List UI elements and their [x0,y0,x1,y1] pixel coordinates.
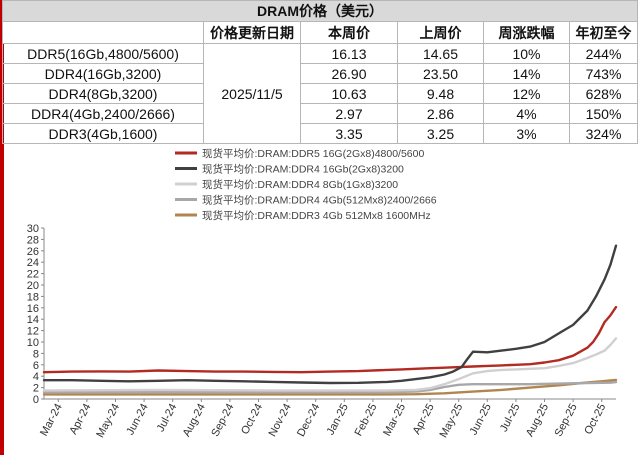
header-product [2,21,204,44]
cell-last-week: 2.86 [397,103,484,124]
x-tick-label: Oct-25 [582,402,608,437]
x-tick-label: Mar-24 [38,402,65,438]
x-tick-label: Aug-25 [524,402,551,439]
x-tick-label: Mar-25 [381,402,408,438]
cell-product: DDR4(8Gb,3200) [2,83,204,104]
x-tick-label: Aug-24 [181,402,208,439]
table-row: DDR3(4Gb,1600) 3.35 3.25 3% 324% [2,123,638,144]
x-tick-label: Jun-25 [468,402,494,437]
cell-wow: 4% [483,103,570,124]
cell-ytd: 244% [569,43,638,64]
y-tick-label: 12 [27,326,39,338]
cell-ytd: 150% [569,103,638,124]
cell-this-week: 2.97 [300,103,398,124]
x-tick-label: Jul-24 [155,402,180,434]
x-tick-label: Jul-25 [498,402,523,434]
cell-this-week: 26.90 [300,63,398,84]
cell-last-week: 9.48 [397,83,484,104]
header-update-date: 价格更新日期 [203,21,301,44]
cell-product: DDR5(16Gb,4800/5600) [2,43,204,64]
y-tick-label: 16 [27,303,39,315]
y-tick-label: 24 [27,257,39,269]
left-accent-bar [0,0,4,455]
y-tick-label: 18 [27,291,39,303]
header-last-week: 上周价 [397,21,484,44]
x-tick-label: May-25 [438,402,466,440]
cell-last-week: 3.25 [397,123,484,144]
legend-label: 现货平均价:DRAM:DDR4 8Gb(1Gx8)3200 [202,178,398,191]
cell-ytd: 743% [569,63,638,84]
header-ytd: 年初至今 [569,21,638,44]
y-tick-label: 10 [27,337,39,349]
y-tick-label: 2 [33,383,39,395]
y-tick-label: 8 [33,348,39,360]
x-tick-label: May-24 [94,402,122,440]
table-row: DDR4(4Gb,2400/2666) 2.97 2.86 4% 150% [2,103,638,124]
x-tick-label: Apr-25 [411,402,437,437]
series-line [42,305,618,374]
y-tick-label: 4 [33,371,39,383]
x-tick-label: Feb-25 [353,402,380,438]
header-wow: 周涨跌幅 [483,21,570,44]
x-tick-label: Jan-25 [325,402,351,437]
y-tick-label: 14 [27,314,39,326]
cell-update-date: 2025/11/5 [203,43,301,144]
series-line [42,244,618,385]
x-tick-label: Sep-24 [209,402,236,439]
legend-label: 现货平均价:DRAM:DDR4 16Gb(2Gx8)3200 [202,163,404,176]
dram-spot-price-chart: 现货平均价:DRAM:DDR5 16G(2Gx8)4800/5600 现货平均价:… [27,147,618,440]
cell-ytd: 628% [569,83,638,104]
y-tick-label: 6 [33,360,39,372]
header-this-week: 本周价 [300,21,398,44]
cell-wow: 14% [483,63,570,84]
cell-product: DDR4(4Gb,2400/2666) [2,103,204,124]
y-tick-label: 30 [27,223,39,235]
table-row: DDR4(8Gb,3200) 10.63 9.48 12% 628% [2,83,638,104]
x-tick-label: Nov-24 [267,402,294,439]
cell-ytd: 324% [569,123,638,144]
y-tick-label: 22 [27,269,39,281]
y-tick-label: 0 [33,394,39,406]
series-line [42,380,618,394]
cell-product: DDR4(16Gb,3200) [2,63,204,84]
cell-wow: 12% [483,83,570,104]
y-tick-label: 20 [27,280,39,292]
legend-label: 现货平均价:DRAM:DDR3 4Gb 512Mx8 1600MHz [202,209,431,222]
x-tick-label: Dec-24 [295,402,322,439]
cell-last-week: 23.50 [397,63,484,84]
cell-this-week: 10.63 [300,83,398,104]
series-line [42,337,618,392]
legend-label: 现货平均价:DRAM:DDR4 4Gb(512Mx8)2400/2666 [202,194,437,207]
x-tick-label: Oct-24 [239,402,265,437]
cell-wow: 3% [483,123,570,144]
legend-label: 现货平均价:DRAM:DDR5 16G(2Gx8)4800/5600 [202,147,424,160]
cell-last-week: 14.65 [397,43,484,64]
y-tick-label: 28 [27,234,39,246]
table-row: DDR4(16Gb,3200) 26.90 23.50 14% 743% [2,63,638,84]
x-tick-label: Sep-25 [552,402,579,439]
table-row: DDR5(16Gb,4800/5600) 2025/11/5 16.13 14.… [2,43,638,144]
cell-product: DDR3(4Gb,1600) [2,123,204,144]
table-title: DRAM价格（美元） [2,0,638,22]
price-table-container: DRAM价格（美元） 价格更新日期 本周价 上周价 周涨跌幅 年初至今 DDR5… [0,0,640,144]
x-tick-label: Apr-24 [67,402,93,437]
x-tick-label: Jun-24 [124,402,150,437]
dram-price-table: DRAM价格（美元） 价格更新日期 本周价 上周价 周涨跌幅 年初至今 DDR5… [2,0,638,144]
cell-this-week: 16.13 [300,43,398,64]
y-tick-label: 26 [27,246,39,258]
cell-wow: 10% [483,43,570,64]
